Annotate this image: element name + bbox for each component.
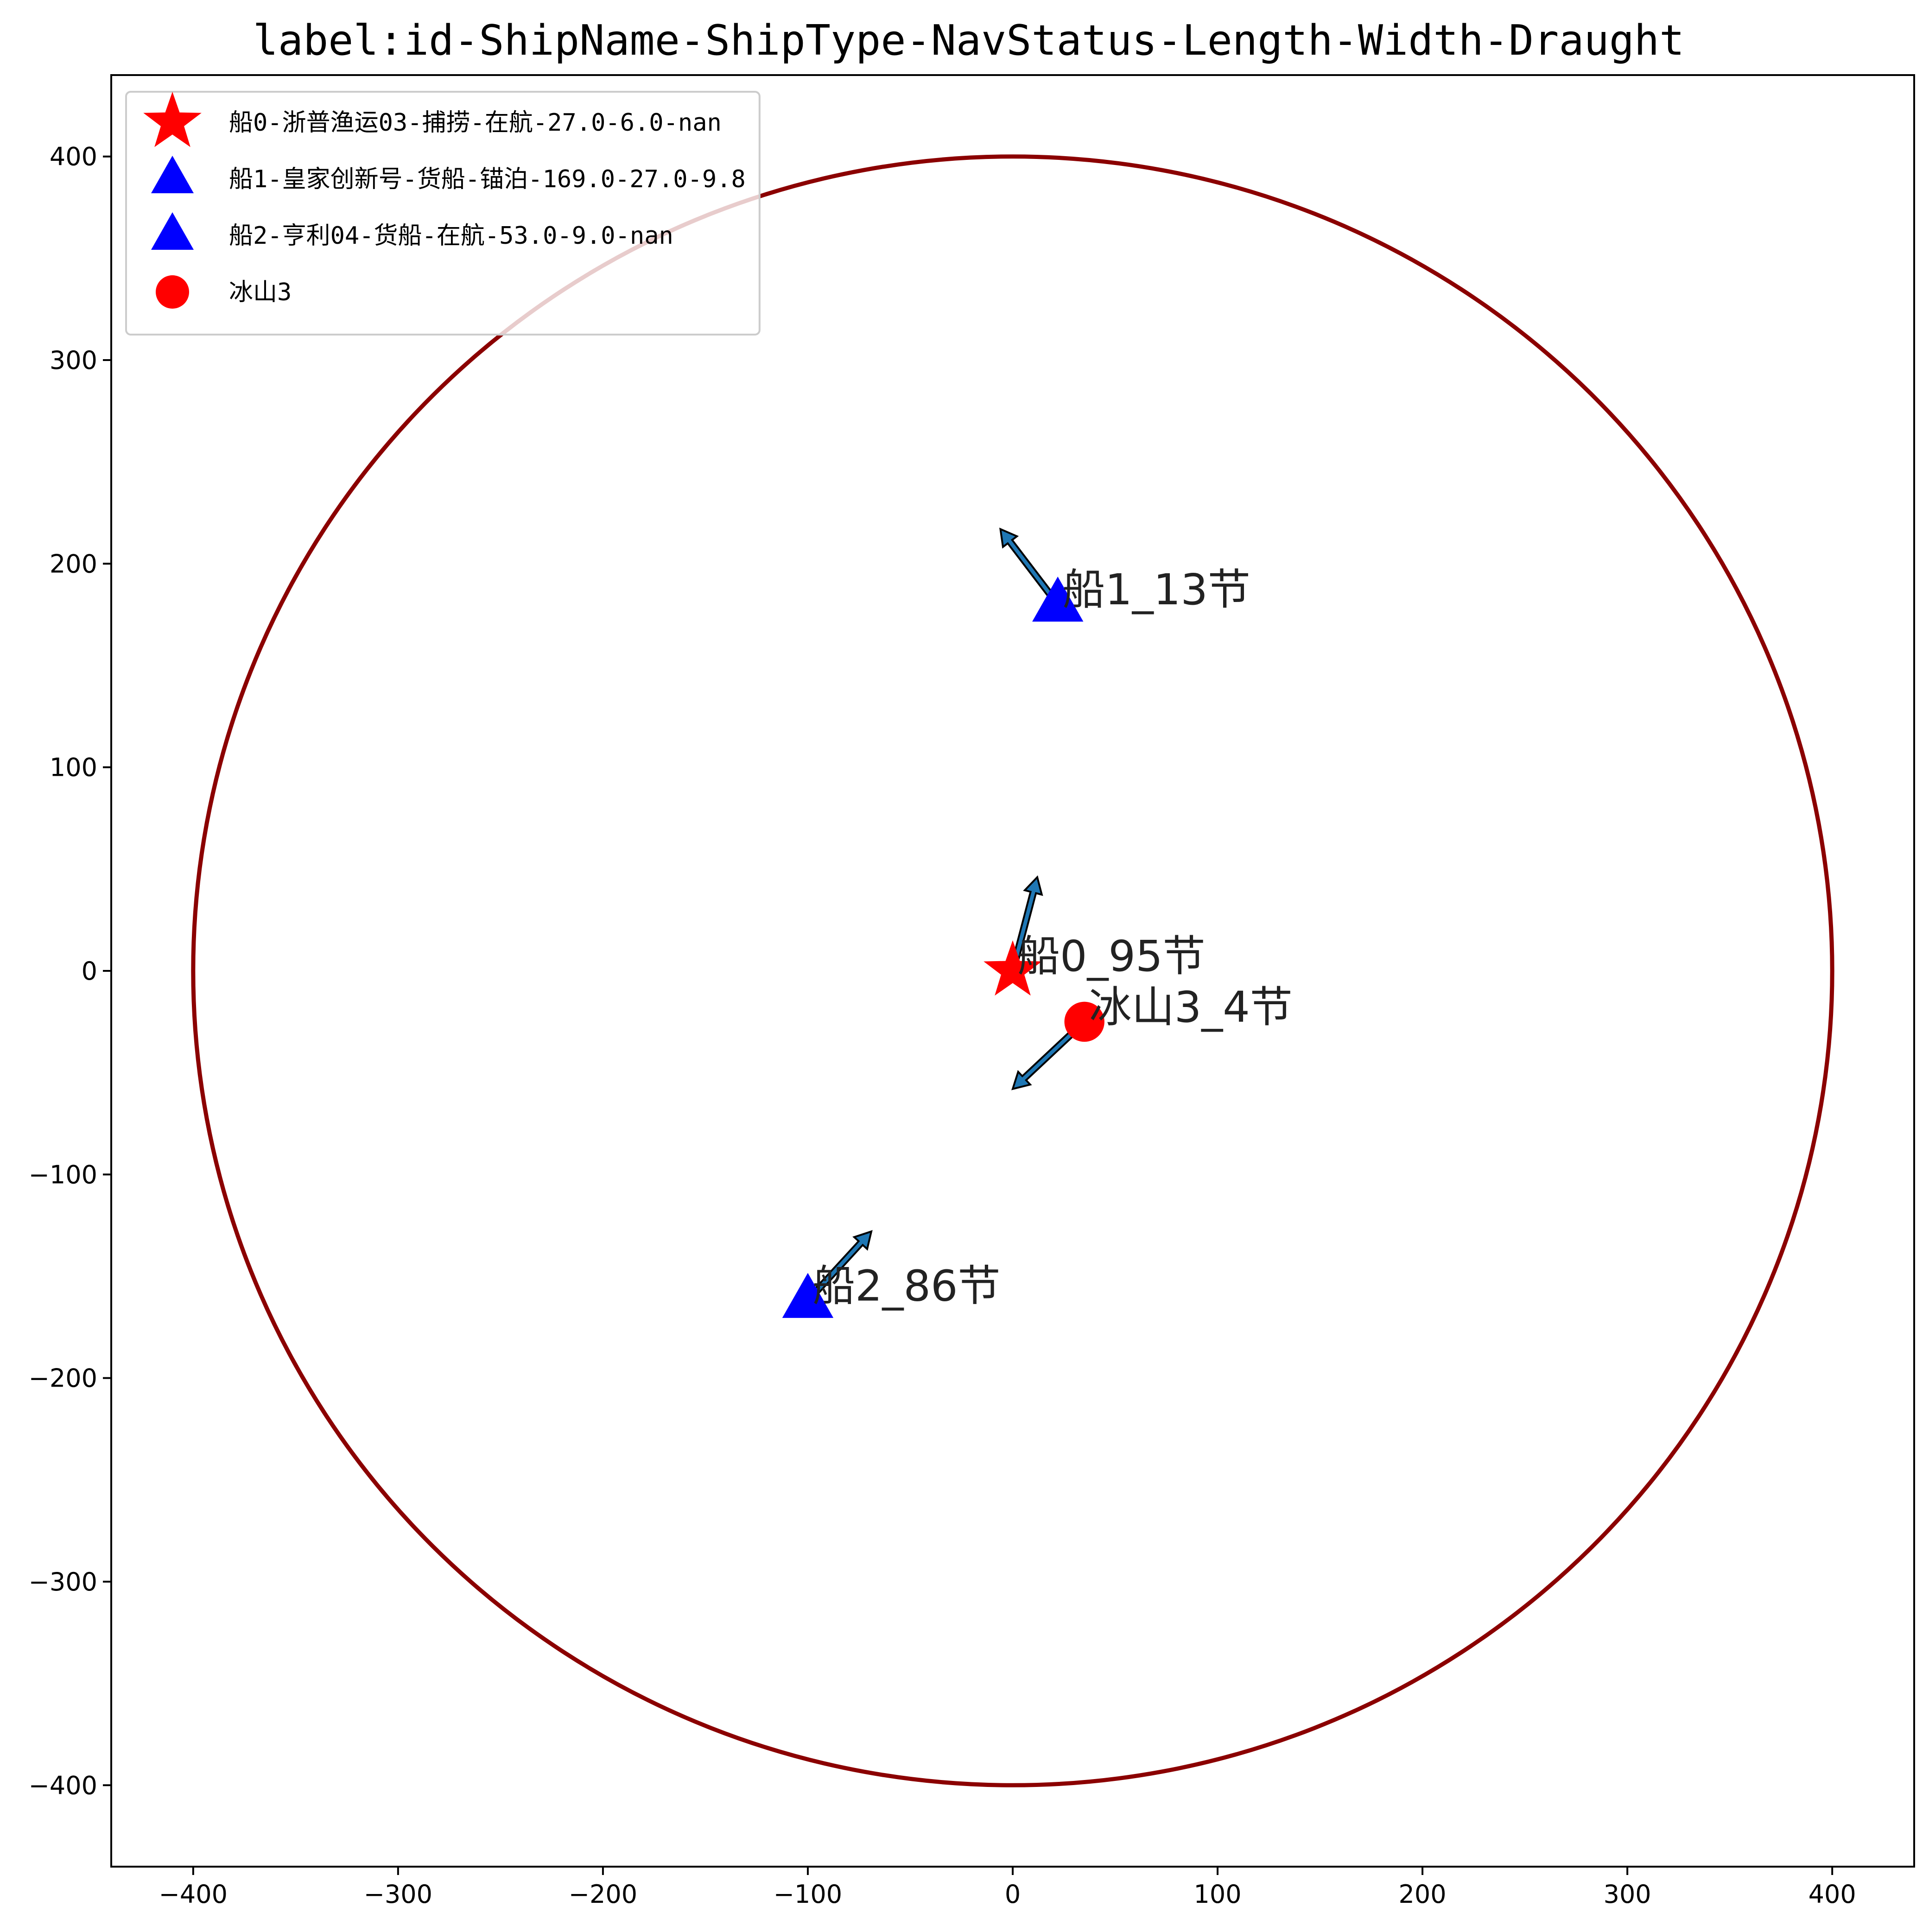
series-3-marker	[1064, 1001, 1104, 1042]
x-tick-label: −300	[364, 1880, 432, 1909]
marker-layer	[782, 576, 1104, 1318]
series-1-annotation: 船1_13节	[1062, 565, 1250, 614]
series-1-marker	[1032, 576, 1084, 622]
y-tick-label: −400	[29, 1771, 97, 1800]
series-2-marker	[782, 1273, 834, 1318]
series-0-marker	[984, 940, 1042, 996]
series-3-annotation: 冰山3_4节	[1089, 982, 1293, 1032]
x-tick-label: 100	[1194, 1880, 1242, 1909]
legend-marker-3	[156, 275, 189, 309]
series-2-annotation: 船2_86节	[812, 1261, 1001, 1311]
legend: 船0-浙普渔运03-捕捞-在航-27.0-6.0-nan 船1-皇家创新号-货船-…	[125, 91, 761, 336]
y-tick-label: 100	[50, 753, 97, 782]
x-tick-label: −400	[159, 1880, 228, 1909]
y-tick-label: 300	[50, 346, 97, 375]
y-tick-label: 400	[50, 142, 97, 171]
range-circle	[191, 154, 1834, 1787]
x-tick-label: 200	[1399, 1880, 1447, 1909]
y-tick-label: 200	[50, 549, 97, 578]
legend-entry-3: 冰山3	[229, 279, 292, 306]
y-tick-label: −200	[29, 1364, 97, 1393]
y-tick-label: −300	[29, 1567, 97, 1596]
y-tick-label: −100	[29, 1160, 97, 1189]
legend-entry-0: 船0-浙普渔运03-捕捞-在航-27.0-6.0-nan	[229, 109, 722, 137]
axis-ticks: −400 −300 −200 −100 0 100 200 300 400 −400 −300 −20…	[29, 142, 1856, 1909]
legend-box	[125, 91, 761, 336]
x-tick-label: 400	[1808, 1880, 1856, 1909]
chart-title: label:id-ShipName-ShipType-NavStatus-Len…	[253, 16, 1685, 65]
x-tick-label: −200	[569, 1880, 637, 1909]
legend-entry-1: 船1-皇家创新号-货船-锚泊-169.0-27.0-9.8	[229, 165, 746, 193]
x-tick-label: −100	[774, 1880, 842, 1909]
legend-marker-2	[151, 212, 194, 250]
series-0-annotation: 船0_95节	[1017, 931, 1206, 981]
range-circle-layer	[191, 154, 1834, 1787]
x-tick-label: 0	[1005, 1880, 1021, 1909]
x-tick-label: 300	[1604, 1880, 1651, 1909]
y-tick-label: 0	[82, 956, 97, 986]
legend-entry-2: 船2-亨利04-货船-在航-53.0-9.0-nan	[229, 222, 673, 250]
legend-marker-0	[143, 92, 202, 147]
legend-marker-1	[151, 156, 194, 193]
